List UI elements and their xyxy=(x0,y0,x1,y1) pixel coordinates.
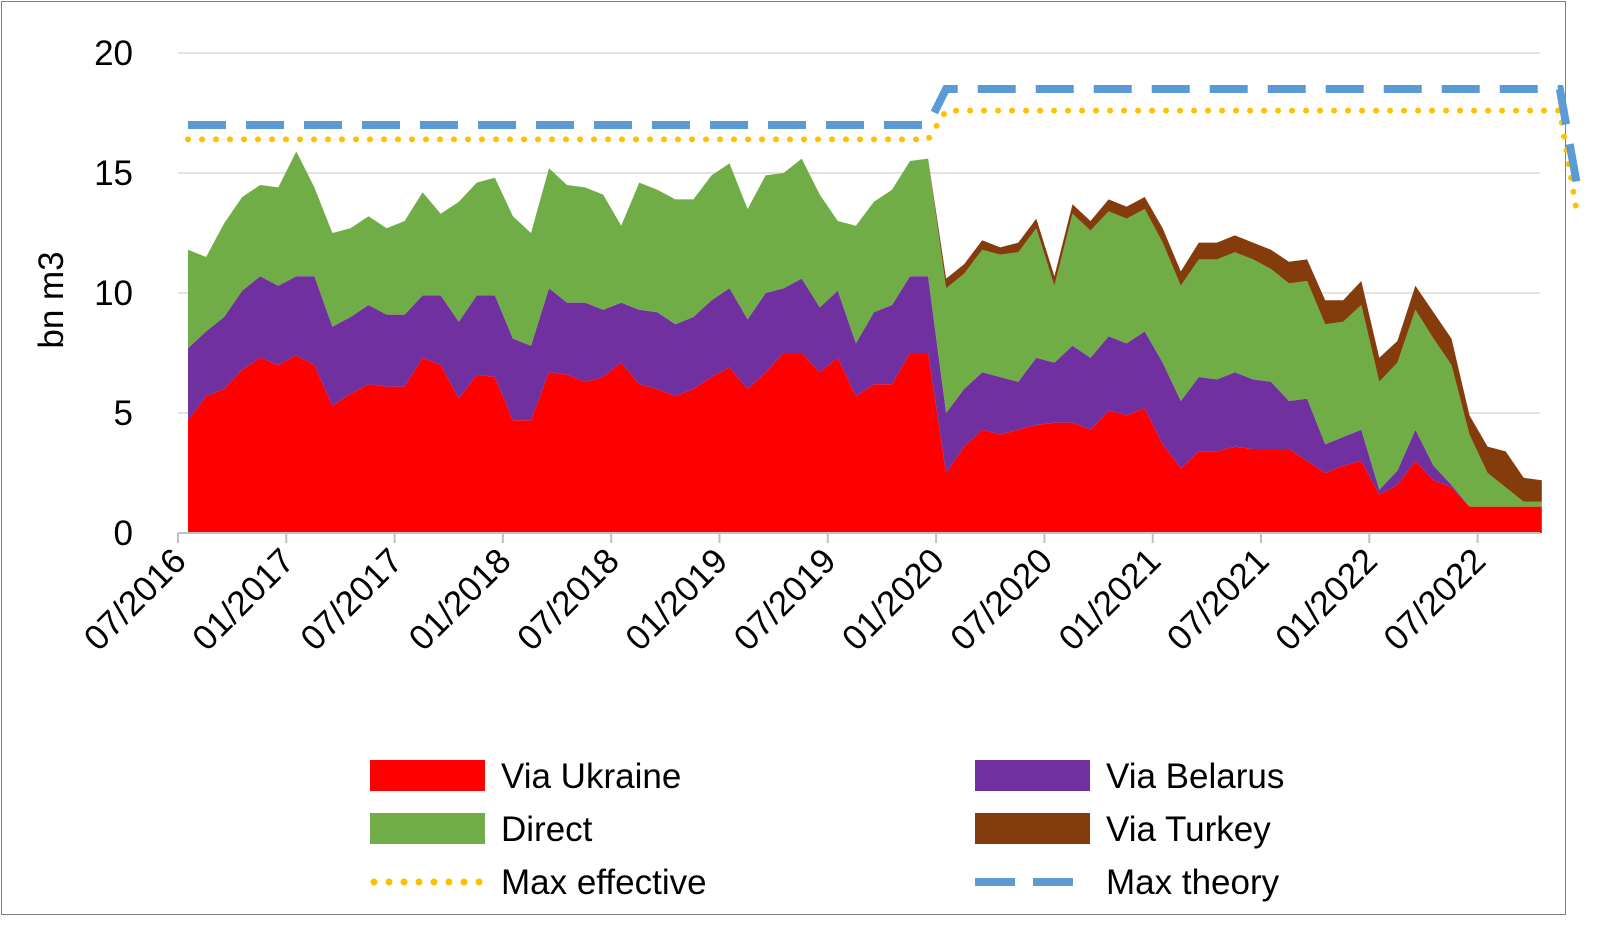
legend-item-via-belarus: Via Belarus xyxy=(975,757,1284,796)
x-tick-label: 01/2019 xyxy=(618,541,735,658)
legend-label: Via Turkey xyxy=(1106,810,1271,849)
x-tick-label: 07/2022 xyxy=(1376,541,1493,658)
y-tick-label: 20 xyxy=(94,34,133,73)
legend-label: Via Ukraine xyxy=(501,757,681,796)
y-tick-label: 0 xyxy=(114,514,133,553)
legend-label: Via Belarus xyxy=(1106,757,1284,796)
legend-item-max-effective: Max effective xyxy=(370,863,707,902)
x-tick-label: 01/2018 xyxy=(402,541,519,658)
x-tick-label: 07/2021 xyxy=(1160,541,1277,658)
y-tick-label: 10 xyxy=(94,274,133,313)
legend-swatch xyxy=(370,813,485,844)
legend-label: Max theory xyxy=(1106,863,1280,902)
x-tick-label: 07/2016 xyxy=(77,541,194,658)
x-tick-label: 07/2020 xyxy=(943,541,1060,658)
legend-item-via-turkey: Via Turkey xyxy=(975,810,1271,849)
legend-item-max-theory: Max theory xyxy=(975,863,1280,902)
x-tick-label: 01/2022 xyxy=(1268,541,1385,658)
y-axis-title: bn m3 xyxy=(32,251,71,348)
y-tick-label: 15 xyxy=(94,154,133,193)
legend-item-direct: Direct xyxy=(370,810,593,849)
x-tick-label: 07/2018 xyxy=(510,541,627,658)
area-via-belarus xyxy=(188,276,1542,507)
area-series xyxy=(188,151,1542,533)
x-tick-label: 07/2019 xyxy=(726,541,843,658)
x-tick-label: 07/2017 xyxy=(293,541,410,658)
area-direct xyxy=(188,151,1542,507)
y-tick-label: 5 xyxy=(114,394,133,433)
legend-swatch xyxy=(370,760,485,791)
area-via-ukraine xyxy=(188,353,1542,533)
x-tick-label: 01/2021 xyxy=(1051,541,1168,658)
x-tick-label: 01/2017 xyxy=(185,541,302,658)
legend-item-via-ukraine: Via Ukraine xyxy=(370,757,681,796)
legend-swatch xyxy=(975,813,1090,844)
legend-label: Direct xyxy=(501,810,593,849)
line-max-theory xyxy=(188,85,1582,191)
legend: Via Ukraine Via Belarus Direct Via Turkey Ma… xyxy=(370,757,1284,902)
legend-label: Max effective xyxy=(501,863,707,902)
x-tick-label: 01/2020 xyxy=(835,541,952,658)
capacity-lines xyxy=(185,85,1582,222)
legend-swatch xyxy=(975,760,1090,791)
